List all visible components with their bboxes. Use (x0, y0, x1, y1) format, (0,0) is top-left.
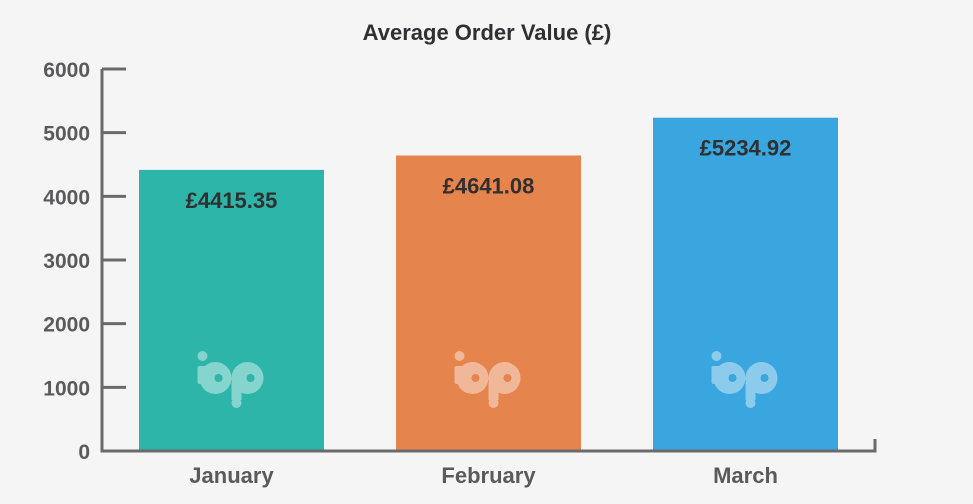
x-category-label: March (713, 463, 778, 488)
y-tick-label: 3000 (43, 250, 90, 273)
y-tick-label: 6000 (43, 59, 90, 82)
y-axis-ticks: 0 1000 2000 3000 4000 5000 6000 (43, 59, 126, 464)
x-category-label: January (189, 463, 274, 488)
bp-logo-icon (711, 351, 778, 408)
data-label: £4641.08 (443, 174, 535, 199)
x-category-label: February (441, 463, 536, 488)
bp-logo-icon (197, 351, 264, 408)
y-tick-label: 2000 (43, 314, 90, 337)
y-tick-label: 4000 (43, 186, 90, 209)
bars: £4415.35 £4641.08 £5234.92 (139, 117, 838, 452)
bar-group: £4641.08 (396, 155, 581, 451)
bar (139, 169, 324, 451)
data-label: £5234.92 (700, 136, 792, 161)
axes (100, 69, 877, 453)
bp-logo-icon (454, 351, 521, 408)
bar (653, 117, 838, 452)
bar-group: £4415.35 (139, 169, 324, 451)
bar (396, 155, 581, 451)
x-axis-labels: January February March (189, 463, 778, 488)
bar-group: £5234.92 (653, 117, 838, 452)
chart-title: Average Order Value (£) (363, 20, 612, 45)
y-tick-label: 0 (78, 441, 90, 464)
y-tick-label: 1000 (43, 377, 90, 400)
data-label: £4415.35 (186, 188, 278, 213)
y-tick-label: 5000 (43, 123, 90, 146)
